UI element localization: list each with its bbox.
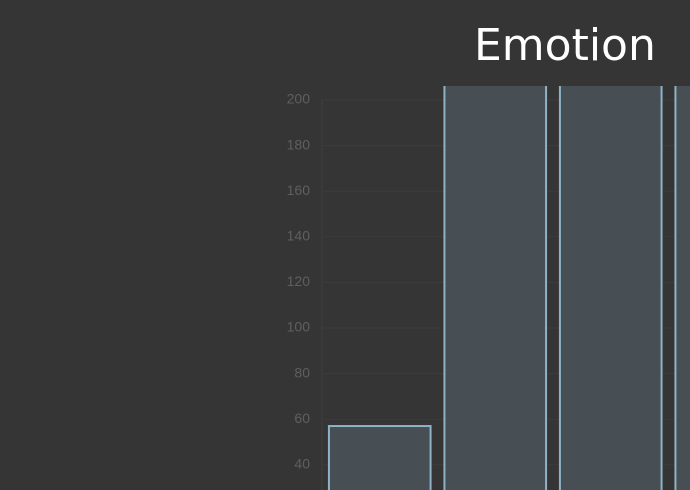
y-tick-label: 120 xyxy=(287,273,311,289)
bar xyxy=(443,86,548,490)
y-tick-label: 160 xyxy=(287,182,311,198)
y-tick-label: 140 xyxy=(287,228,311,244)
y-tick-label: 80 xyxy=(294,364,310,380)
y-tick-label: 40 xyxy=(294,456,310,472)
bar xyxy=(327,425,432,490)
bar xyxy=(558,86,663,490)
y-tick-label: 60 xyxy=(294,410,310,426)
bar xyxy=(674,86,690,490)
bars xyxy=(327,86,690,490)
y-tick-label: 180 xyxy=(287,136,311,152)
chart-title: Emotion xyxy=(474,20,656,71)
y-tick-label: 200 xyxy=(287,91,311,107)
y-tick-label: 100 xyxy=(287,319,311,335)
